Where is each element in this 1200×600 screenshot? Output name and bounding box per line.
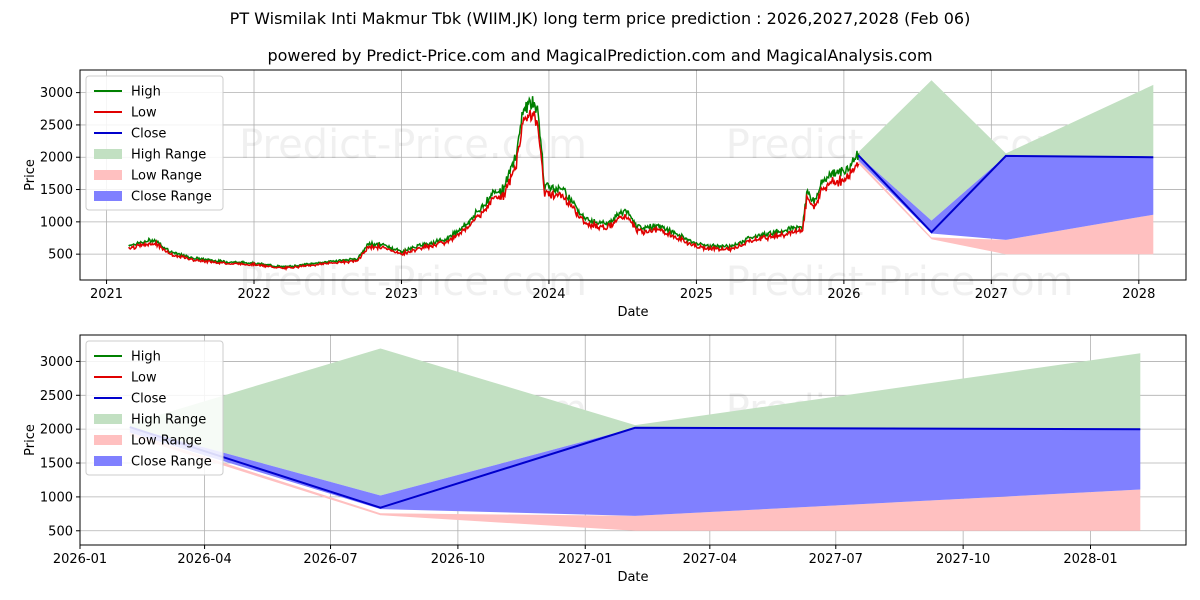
y-tick-label: 2000 (40, 151, 73, 166)
legend-swatch-patch (94, 170, 122, 180)
y-axis-label: Price (23, 424, 38, 456)
legend-label: High Range (131, 148, 206, 163)
close-line (129, 426, 1141, 509)
legend-swatch-patch (94, 414, 122, 424)
legend-swatch-patch (94, 149, 122, 159)
close-range-area (858, 155, 1154, 240)
legend-label: Low (131, 371, 157, 386)
x-tick-label: 2026-04 (177, 552, 231, 567)
legend-swatch-patch (94, 456, 122, 466)
x-tick-label: 2028 (1122, 287, 1155, 302)
chart-title: PT Wismilak Inti Makmur Tbk (WIIM.JK) lo… (229, 9, 971, 28)
x-tick-label: 2026 (827, 287, 860, 302)
x-tick-label: 2026-01 (53, 552, 107, 567)
x-tick-label: 2021 (90, 287, 123, 302)
y-tick-label: 2000 (40, 423, 73, 438)
x-axis-label: Date (617, 570, 648, 585)
legend-label: High (131, 350, 161, 365)
close-range-area (129, 427, 1141, 516)
x-tick-label: 2022 (237, 287, 270, 302)
legend-label: Low Range (131, 434, 202, 449)
x-tick-label: 2027-10 (936, 552, 990, 567)
plot-frame (79, 69, 1187, 281)
y-tick-label: 2500 (40, 389, 73, 404)
x-tick-label: 2026-10 (431, 552, 485, 567)
legend-label: Close (131, 127, 166, 142)
high-line (128, 96, 860, 269)
legend-label: Close Range (131, 455, 212, 470)
legend: High Low Close High Range Low Range Close Ran… (85, 75, 224, 211)
x-tick-label: 2028-01 (1063, 552, 1117, 567)
y-tick-label: 1500 (40, 183, 73, 198)
y-tick-label: 2500 (40, 118, 73, 133)
y-axis-label: Price (23, 159, 38, 191)
x-tick-label: 2023 (385, 287, 418, 302)
x-tick-label: 2026-07 (303, 552, 357, 567)
low-range-area (858, 160, 1154, 255)
y-tick-label: 1000 (40, 215, 73, 230)
low-range-area (129, 432, 1141, 531)
x-tick-label: 2027 (975, 287, 1008, 302)
legend-label: Low (131, 106, 157, 121)
y-tick-label: 1500 (40, 457, 73, 472)
bottom-chart: Predict-Price.comPredict-Price.com2026-0… (23, 334, 1187, 585)
legend-swatch-patch (94, 435, 122, 445)
high-range-area (858, 80, 1154, 221)
x-tick-label: 2025 (680, 287, 713, 302)
legend-label: Close Range (131, 190, 212, 205)
y-tick-label: 3000 (40, 355, 73, 370)
legend-label: High Range (131, 413, 206, 428)
x-tick-label: 2027-04 (683, 552, 737, 567)
legend-label: Close (131, 392, 166, 407)
legend: High Low Close High Range Low Range Close Ran… (85, 340, 224, 476)
legend-label: Low Range (131, 169, 202, 184)
low-line (128, 109, 860, 272)
legend-label: High (131, 85, 161, 100)
watermark-text: Predict-Price.com (239, 122, 587, 168)
watermark-text: Predict-Price.com (726, 259, 1074, 305)
x-tick-label: 2024 (532, 287, 565, 302)
y-tick-label: 500 (48, 524, 73, 539)
x-tick-label: 2027-01 (558, 552, 612, 567)
high-range-area (129, 348, 1141, 496)
y-tick-label: 3000 (40, 86, 73, 101)
legend-swatch-patch (94, 191, 122, 201)
y-tick-label: 1000 (40, 490, 73, 505)
y-tick-label: 500 (48, 248, 73, 263)
chart-subtitle: powered by Predict-Price.com and Magical… (267, 46, 933, 65)
x-tick-label: 2027-07 (809, 552, 863, 567)
plot-frame (79, 334, 1187, 546)
close-line (857, 154, 1154, 234)
x-axis-label: Date (617, 305, 648, 320)
